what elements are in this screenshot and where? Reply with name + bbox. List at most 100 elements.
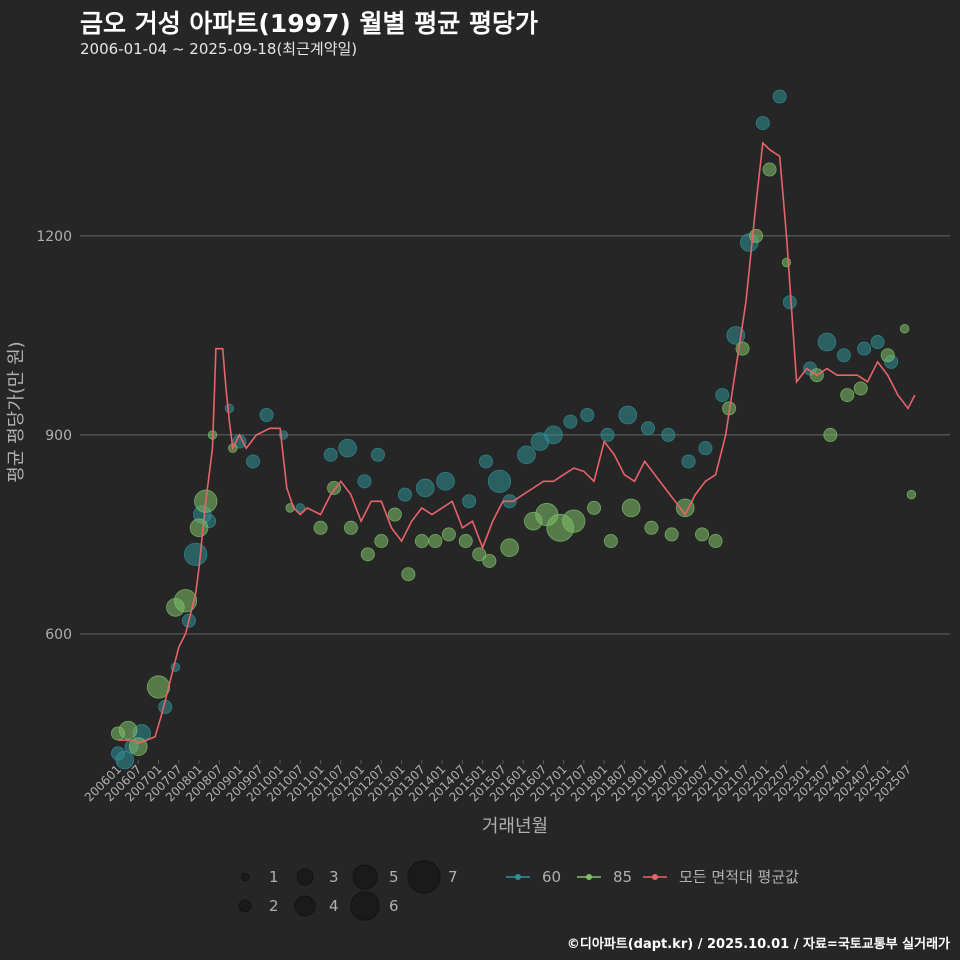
data-point-60 bbox=[370, 447, 385, 462]
data-point-85 bbox=[880, 348, 895, 363]
data-point-85 bbox=[189, 518, 209, 538]
legend-size-marker bbox=[240, 872, 250, 882]
data-point-60 bbox=[259, 407, 274, 422]
chart-title: 금오 거성 아파트(1997) 월별 평균 평당가 bbox=[80, 9, 538, 38]
grid-lines bbox=[80, 235, 950, 635]
legend-size-marker bbox=[238, 899, 252, 913]
legend-size-marker bbox=[352, 864, 378, 890]
data-point-85 bbox=[118, 720, 138, 740]
data-point-85 bbox=[414, 534, 429, 549]
average-line bbox=[118, 141, 916, 745]
data-point-85 bbox=[374, 534, 389, 549]
y-tick-label: 600 bbox=[45, 627, 72, 643]
data-point-60 bbox=[772, 89, 787, 104]
data-point-60 bbox=[600, 427, 615, 442]
data-point-60 bbox=[755, 116, 770, 131]
data-point-60 bbox=[487, 469, 512, 493]
data-point-85 bbox=[500, 538, 519, 557]
y-axis-label: 평균 평당가(만 원) bbox=[6, 341, 27, 482]
data-point-85 bbox=[708, 534, 723, 549]
data-point-60 bbox=[641, 421, 656, 436]
data-point-85 bbox=[621, 498, 641, 518]
data-point-60 bbox=[397, 487, 412, 502]
data-point-60 bbox=[357, 474, 372, 489]
average-line-group bbox=[118, 141, 916, 745]
data-point-85 bbox=[906, 489, 917, 500]
data-point-85 bbox=[781, 257, 792, 268]
data-point-85 bbox=[587, 500, 602, 515]
footer-credit: ©디아파트(dapt.kr) / 2025.10.01 / 자료=국토교통부 실… bbox=[566, 937, 950, 952]
data-point-85 bbox=[173, 589, 198, 613]
data-point-60 bbox=[478, 454, 493, 469]
data-point-60 bbox=[782, 295, 797, 310]
data-point-85 bbox=[762, 162, 777, 177]
data-point-85 bbox=[441, 527, 456, 542]
data-point-85 bbox=[823, 427, 838, 442]
legend-size-marker bbox=[407, 860, 441, 894]
legend-series-dot bbox=[515, 874, 521, 880]
data-point-60 bbox=[517, 445, 536, 465]
data-point-60 bbox=[184, 542, 208, 566]
data-point-85 bbox=[146, 675, 171, 699]
data-point-60 bbox=[563, 414, 578, 429]
data-point-85 bbox=[853, 381, 868, 396]
data-point-85 bbox=[313, 520, 328, 535]
chart-subtitle: 2006-01-04 ~ 2025-09-18(최근계약일) bbox=[80, 40, 358, 58]
legend-series-label: 모든 면적대 평균값 bbox=[679, 868, 799, 886]
legend-size-label: 1 bbox=[269, 868, 279, 886]
data-point-60 bbox=[544, 425, 563, 445]
data-point-60 bbox=[415, 478, 435, 498]
legend-size-marker bbox=[350, 891, 380, 921]
data-point-85 bbox=[562, 509, 586, 533]
legend-size-label: 2 bbox=[269, 897, 279, 915]
data-point-85 bbox=[644, 520, 659, 535]
data-point-60 bbox=[436, 472, 455, 491]
data-point-85 bbox=[343, 520, 358, 535]
data-point-85 bbox=[387, 507, 402, 522]
data-point-85 bbox=[458, 534, 473, 549]
x-axis-ticks: 2006012006072007012007072008012008072009… bbox=[82, 760, 914, 805]
data-point-60 bbox=[224, 403, 235, 414]
series-60-points bbox=[111, 89, 899, 770]
data-point-60 bbox=[857, 341, 872, 356]
legend-size-label: 6 bbox=[389, 897, 399, 915]
legend-series-label: 60 bbox=[542, 868, 561, 886]
data-point-60 bbox=[246, 454, 261, 469]
data-point-60 bbox=[618, 405, 638, 425]
legend: 1 2 3 4 5 6 7 60 85 모든 면적대 평균값 bbox=[238, 860, 799, 921]
legend-series-dot bbox=[586, 874, 592, 880]
y-axis-ticks: 600 900 1200 bbox=[36, 229, 72, 643]
data-point-60 bbox=[295, 503, 306, 513]
legend-series-dot bbox=[652, 874, 658, 880]
data-point-60 bbox=[338, 438, 357, 458]
data-point-60 bbox=[323, 447, 338, 462]
y-tick-label: 1200 bbox=[36, 229, 72, 245]
data-point-85 bbox=[360, 547, 375, 562]
data-point-85 bbox=[428, 534, 443, 549]
data-point-60 bbox=[817, 332, 837, 352]
data-point-60 bbox=[698, 441, 713, 456]
data-point-60 bbox=[462, 494, 477, 509]
data-point-85 bbox=[675, 498, 695, 518]
legend-size-marker bbox=[296, 868, 314, 886]
legend-series-label: 85 bbox=[613, 868, 632, 886]
data-point-60 bbox=[661, 427, 676, 442]
data-point-85 bbox=[899, 324, 910, 334]
data-point-60 bbox=[870, 335, 885, 350]
data-point-60 bbox=[115, 750, 135, 770]
data-point-85 bbox=[472, 547, 487, 562]
data-point-85 bbox=[664, 527, 679, 542]
data-point-85 bbox=[603, 534, 618, 549]
legend-size-label: 7 bbox=[448, 868, 458, 886]
legend-size-label: 3 bbox=[329, 868, 339, 886]
legend-size-label: 5 bbox=[389, 868, 399, 886]
data-point-60 bbox=[715, 388, 730, 403]
legend-size-label: 4 bbox=[329, 897, 339, 915]
data-point-85 bbox=[401, 567, 416, 582]
legend-size-marker bbox=[294, 895, 316, 917]
series-85-points bbox=[111, 162, 917, 757]
data-point-60 bbox=[681, 454, 696, 469]
data-point-60 bbox=[836, 348, 851, 363]
x-axis-label: 거래년월 bbox=[482, 816, 548, 837]
